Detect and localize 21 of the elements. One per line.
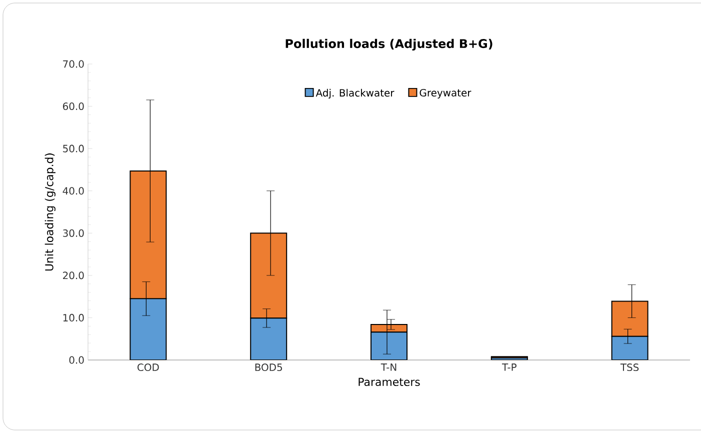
y-tick-label: 30.0 — [63, 229, 84, 237]
bar — [611, 336, 648, 360]
x-tick-label: T-P — [502, 364, 516, 371]
x-tick-label: BOD5 — [255, 364, 282, 372]
y-tick-label: 50.0 — [63, 144, 84, 152]
legend-label: Adj. Blackwater — [316, 88, 394, 99]
x-tick-label: COD — [138, 364, 159, 372]
y-tick-label: 20.0 — [63, 272, 84, 280]
y-tick-label: 70.0 — [63, 60, 84, 68]
y-tick-label: 40.0 — [62, 187, 84, 195]
bar — [130, 298, 167, 360]
y-tick-label: 60.0 — [63, 102, 84, 110]
y-tick-label: 0.0 — [69, 356, 84, 364]
y-tick-label: 10.0 — [63, 314, 84, 322]
x-tick-label: TSS — [620, 364, 639, 372]
bar — [250, 318, 288, 360]
x-axis-title: Parameters — [358, 378, 420, 386]
y-axis-title: Unit loading (g/cap.d) — [44, 153, 56, 271]
chart-title: Pollution loads (Adjusted B+G) — [286, 38, 492, 50]
legend-label: Greywater — [420, 88, 472, 98]
x-tick-label: T-N — [380, 364, 396, 371]
